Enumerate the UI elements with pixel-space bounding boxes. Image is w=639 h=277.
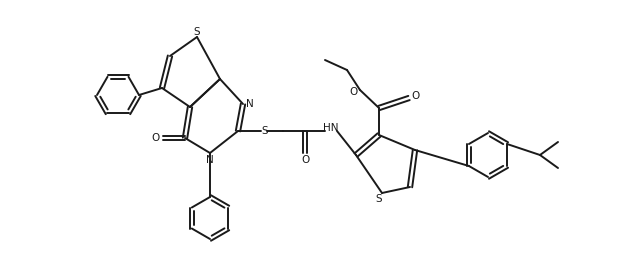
Text: O: O (151, 133, 159, 143)
Text: N: N (206, 155, 214, 165)
Text: S: S (194, 27, 200, 37)
Text: S: S (376, 194, 382, 204)
Text: HN: HN (323, 123, 339, 133)
Text: O: O (349, 87, 357, 97)
Text: N: N (246, 99, 254, 109)
Text: O: O (301, 155, 309, 165)
Text: S: S (262, 126, 268, 136)
Text: O: O (412, 91, 420, 101)
